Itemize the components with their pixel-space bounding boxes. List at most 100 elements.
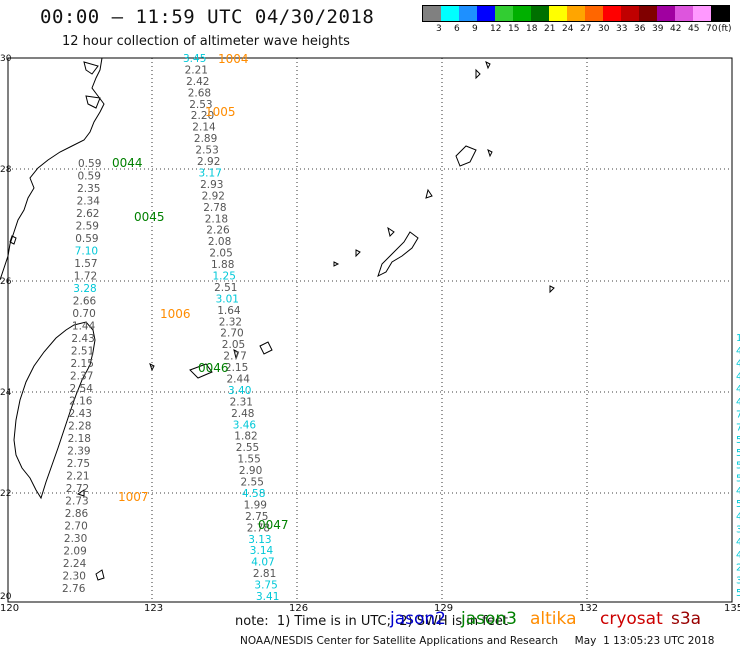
swh-value: 2.43 [71, 333, 94, 345]
swh-value: 3.14 [250, 545, 274, 557]
swh-value: 2.43 [69, 408, 92, 420]
swh-value: 3.01 [216, 293, 239, 305]
swh-value: 2.05 [222, 339, 245, 351]
legend-swatch [495, 6, 513, 21]
swh-value: 2.21 [66, 471, 89, 483]
swh-value: 2.18 [205, 213, 228, 225]
swh-value: 7 [736, 422, 740, 433]
legend-labels: 3 6 9 12 15 18 21 24 27 30 33 36 39 42 45 70 (ft) [422, 22, 740, 36]
color-legend: 3 6 9 12 15 18 21 24 27 30 33 36 39 42 45 70 (ft) [422, 5, 740, 36]
lon-tick-label: 129 [434, 603, 453, 614]
legend-swatch [513, 6, 531, 21]
legend-label: 36 [634, 24, 646, 34]
legend-swatch [549, 6, 567, 21]
legend-swatch [531, 6, 549, 21]
legend-swatch [459, 6, 477, 21]
swh-value: 2.18 [68, 433, 91, 445]
legend-swatch [567, 6, 585, 21]
swh-value: 2.62 [76, 208, 99, 220]
swh-value: 2.75 [67, 458, 90, 470]
legend-swatch [441, 6, 459, 21]
swh-value: 2.76 [62, 583, 86, 595]
legend-label: (ft) [718, 24, 732, 34]
lon-tick-label: 126 [289, 603, 308, 614]
swh-value: 5 [736, 461, 740, 472]
page-title: 00:00 – 11:59 UTC 04/30/2018 [40, 6, 375, 28]
orbit-label: 0046 [198, 361, 229, 375]
lanyu-islet [76, 489, 85, 497]
swh-value: 2.59 [76, 221, 99, 233]
swh-value: 1.44 [72, 321, 96, 333]
swh-value: 2.26 [206, 225, 230, 237]
orbit-label: 1005 [205, 105, 236, 119]
swh-value: 2.48 [231, 408, 254, 420]
swh-value: 3.75 [254, 580, 277, 592]
legend-label: 12 [490, 24, 502, 34]
swh-value: 5.33 [736, 588, 740, 599]
coastlines [0, 57, 555, 581]
swh-value: 2.70 [220, 328, 243, 340]
swh-value: 2.92 [202, 190, 225, 202]
lat-tick-label: 30 [0, 54, 12, 64]
swh-value: 2.51 [214, 282, 237, 294]
swh-value: 2.44 [227, 374, 251, 386]
swh-value: 2.86 [65, 508, 89, 520]
altimeter-tracks: 3.452.212.422.682.532.202.142.892.532.92… [62, 53, 740, 603]
legend-swatch [585, 6, 603, 21]
legend-swatches [422, 5, 730, 22]
map-frame [7, 57, 733, 603]
legend-swatch [423, 6, 441, 21]
footer-note: note: 1) Time is in UTC; 2) SWH is in fe… [235, 614, 508, 629]
swh-value: 1.57 [74, 258, 97, 270]
swh-value: 2.81 [253, 568, 276, 580]
swh-value: 4 [736, 359, 740, 370]
swh-value: 3.13 [248, 534, 271, 546]
lon-tick-label: 135 [724, 603, 740, 614]
swh-value: 5 [736, 448, 740, 459]
swh-value: 2.15 [71, 358, 94, 370]
legend-swatch [675, 6, 693, 21]
legend-label: 18 [526, 24, 538, 34]
mission-altika: altika [530, 609, 577, 629]
swh-value: 2.34 [77, 196, 101, 208]
legend-label: 15 [508, 24, 520, 34]
swh-value: 2.75 [245, 511, 268, 523]
swh-value: 4 [736, 346, 740, 357]
orbit-labels: 1004 1005 0044 0045 1006 0046 1007 0047 [112, 52, 289, 532]
swh-value: 2.16 [69, 396, 93, 408]
legend-label: 21 [544, 24, 556, 34]
mission-jason2: jason2 [390, 609, 446, 629]
swh-value: 0.59 [75, 233, 98, 245]
daito-islet [549, 285, 555, 294]
swh-value: 2.72 [66, 483, 89, 495]
orbit-label: 1004 [218, 52, 249, 66]
legend-label: 6 [454, 24, 460, 34]
lat-lon-grid [7, 57, 733, 603]
ryukyu-islet [487, 149, 493, 158]
swh-value: 2.31 [230, 396, 253, 408]
swh-value: 3.17 [199, 168, 222, 180]
okinawa-island [377, 231, 419, 277]
legend-label: 45 [688, 24, 700, 34]
swh-value: 2.70 [64, 521, 87, 533]
swh-value: 3.40 [228, 385, 251, 397]
legend-label: 3 [436, 24, 442, 34]
swh-value: 7.10 [75, 246, 98, 258]
swh-value: 2.78 [247, 522, 270, 534]
orbit-label: 1007 [118, 490, 149, 504]
tokara-islet-2 [485, 61, 491, 70]
swh-value: 2.51 [71, 346, 94, 358]
orbit-label: 0047 [258, 518, 289, 532]
ishigaki-island [189, 363, 213, 379]
swh-value: 0.59 [78, 171, 101, 183]
swh-value: 2.53 [195, 145, 218, 157]
mission-s3a: s3a [671, 609, 702, 629]
swh-value: 3.81 [736, 524, 740, 535]
lon-tick-label: 123 [144, 603, 163, 614]
swh-value: 3.28 [73, 283, 96, 295]
lon-tick-label: 132 [579, 603, 598, 614]
swh-value: 2.89 [194, 133, 217, 145]
legend-label: 9 [472, 24, 478, 34]
swh-value: 2.73 [65, 496, 88, 508]
